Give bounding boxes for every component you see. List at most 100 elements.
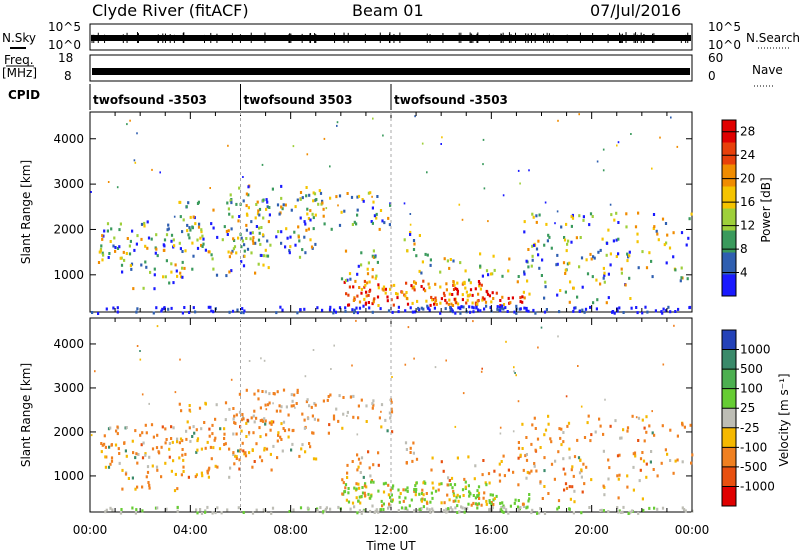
data-cell: [409, 233, 412, 236]
data-cell: [270, 468, 273, 472]
velocity-colorbar-tick-label: -100: [740, 440, 767, 454]
data-cell: [119, 222, 122, 226]
data-cell: [365, 420, 368, 423]
cpid-label: CPID: [8, 88, 40, 102]
data-cell: [212, 267, 215, 271]
data-cell: [619, 436, 622, 440]
data-cell: [607, 458, 610, 462]
data-cell: [594, 430, 597, 434]
data-cell: [513, 370, 515, 373]
data-cell: [439, 301, 442, 305]
data-cell: [167, 227, 170, 231]
data-cell: [472, 306, 475, 310]
data-cell: [270, 422, 273, 426]
data-cell: [636, 311, 639, 315]
data-cell: [669, 310, 672, 314]
data-cell: [228, 255, 231, 259]
data-cell: [572, 286, 575, 290]
data-cell: [431, 507, 434, 511]
data-cell: [536, 511, 539, 515]
data-cell: [199, 236, 202, 240]
data-cell: [632, 488, 635, 492]
data-cell: [120, 508, 123, 511]
data-cell: [306, 153, 309, 156]
data-cell: [499, 501, 502, 505]
data-cell: [648, 424, 651, 428]
data-cell: [308, 442, 311, 445]
data-cell: [599, 509, 602, 512]
data-cell: [512, 470, 515, 474]
data-cell: [602, 266, 605, 270]
data-cell: [459, 311, 462, 315]
data-cell: [280, 205, 283, 209]
data-cell: [219, 427, 222, 431]
data-cell: [266, 239, 269, 243]
nsky-frame: [89, 23, 693, 51]
data-cell: [258, 226, 261, 230]
data-cell: [200, 427, 203, 431]
velocity-colorbar-tick-label: -25: [740, 421, 760, 435]
data-cell: [332, 311, 335, 315]
data-cell: [242, 511, 245, 514]
data-cell: [414, 115, 416, 118]
data-cell: [240, 418, 244, 422]
data-cell: [356, 453, 359, 457]
data-cell: [259, 242, 262, 246]
data-cell: [143, 221, 146, 225]
data-cell: [292, 404, 295, 408]
data-cell: [265, 447, 269, 451]
data-cell: [294, 243, 297, 247]
data-cell: [452, 489, 455, 493]
data-cell: [471, 301, 474, 305]
data-cell: [356, 511, 359, 515]
data-cell: [557, 505, 560, 509]
data-cell: [430, 295, 433, 299]
data-cell: [382, 134, 384, 137]
data-cell: [527, 499, 530, 503]
data-cell: [238, 186, 241, 190]
data-cell: [413, 488, 416, 491]
data-cell: [290, 448, 293, 452]
data-cell: [481, 298, 484, 302]
data-cell: [504, 306, 507, 310]
data-cell: [454, 499, 457, 503]
data-cell: [163, 238, 167, 242]
data-cell: [592, 301, 595, 305]
data-cell: [440, 297, 443, 301]
data-cell: [347, 303, 351, 307]
data-cell: [625, 225, 628, 229]
data-cell: [173, 244, 176, 248]
data-cell: [553, 477, 556, 481]
data-cell: [230, 269, 233, 273]
power-colorbar-swatch: [722, 274, 736, 297]
data-cell: [198, 222, 201, 226]
data-cell: [674, 459, 677, 463]
data-cell: [476, 489, 479, 493]
power-ylabel: Slant Range [km]: [19, 160, 33, 264]
data-cell: [131, 229, 134, 233]
data-cell: [359, 501, 362, 505]
data-cell: [661, 424, 664, 428]
data-cell: [155, 465, 159, 469]
data-cell: [638, 479, 641, 483]
data-cell: [141, 431, 144, 435]
data-cell: [501, 295, 504, 299]
data-cell: [185, 429, 188, 433]
data-cell: [323, 137, 326, 140]
data-cell: [560, 443, 563, 447]
data-cell: [422, 493, 425, 497]
data-cell: [486, 292, 490, 296]
data-cell: [299, 216, 302, 220]
data-cell: [651, 167, 653, 170]
data-cell: [390, 298, 393, 302]
data-cell: [463, 510, 466, 514]
data-cell: [264, 403, 267, 407]
data-cell: [261, 418, 264, 422]
data-cell: [230, 378, 233, 381]
data-cell: [184, 249, 187, 253]
power-colorbar-tick-label: 16: [740, 195, 755, 209]
data-cell: [418, 234, 421, 237]
data-cell: [563, 238, 567, 242]
data-cell: [186, 223, 189, 227]
